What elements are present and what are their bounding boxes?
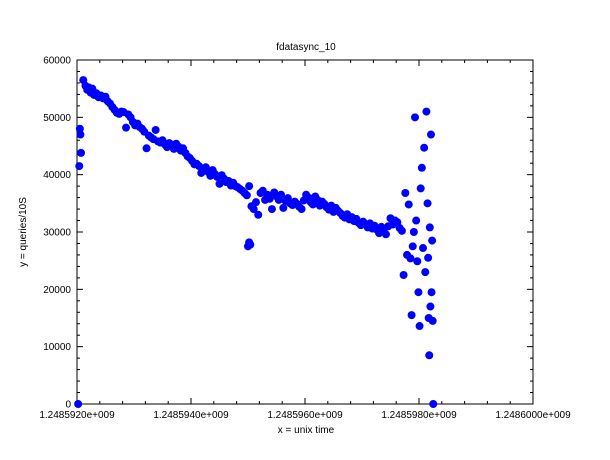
data-point: [426, 302, 435, 311]
data-point: [425, 223, 434, 232]
data-point: [245, 182, 254, 191]
data-point: [75, 162, 84, 171]
data-point: [142, 144, 151, 153]
x-axis: 1.2485920e+009 1.2485940e+009 1.2485960e+0…: [39, 60, 571, 421]
data-point: [413, 257, 422, 266]
y-tick-label: 40000: [43, 170, 71, 181]
data-point: [418, 244, 427, 253]
data-point: [401, 189, 410, 198]
data-point: [249, 205, 258, 214]
data-point: [267, 205, 276, 214]
data-point: [406, 254, 415, 263]
data-point: [428, 236, 437, 245]
data-point: [251, 198, 260, 207]
data-point: [407, 311, 416, 320]
x-tick-label: 1.2486000e+009: [495, 410, 571, 421]
data-point: [421, 268, 430, 277]
data-point: [404, 200, 413, 209]
data-point: [420, 143, 429, 152]
data-point: [428, 316, 437, 325]
data-point: [215, 179, 224, 188]
data-point: [381, 230, 390, 239]
y-tick-label: 30000: [43, 228, 71, 239]
data-point: [414, 288, 423, 297]
y-tick-label: 0: [65, 400, 71, 411]
data-point: [279, 203, 288, 212]
data-point: [425, 351, 434, 360]
data-point: [242, 191, 251, 200]
data-point: [408, 242, 417, 251]
data-point: [76, 148, 85, 157]
y-tick-label: 20000: [43, 285, 71, 296]
chart-title: fdatasync_10: [276, 42, 336, 53]
y-tick-label: 60000: [43, 56, 71, 67]
data-point: [412, 216, 421, 225]
data-point: [74, 400, 83, 408]
x-tick-label: 1.2485960e+009: [267, 410, 343, 421]
data-point: [415, 322, 424, 331]
x-tick-label: 1.2485920e+009: [39, 410, 115, 421]
x-axis-title: x = unix time: [278, 425, 335, 436]
data-point: [429, 400, 438, 408]
data-point: [423, 199, 432, 208]
data-point: [417, 163, 426, 172]
data-point: [427, 288, 436, 297]
data-point: [265, 194, 274, 203]
data-point: [246, 240, 255, 249]
y-tick-label: 10000: [43, 342, 71, 353]
data-point: [416, 184, 425, 193]
data-point: [397, 226, 406, 235]
data-point: [409, 228, 418, 236]
data-point: [277, 190, 286, 199]
data-point: [297, 205, 306, 214]
data-point: [76, 130, 85, 139]
x-tick-label: 1.2485940e+009: [153, 410, 229, 421]
y-axis-title: y = queries/10S: [18, 197, 29, 267]
data-point: [426, 130, 435, 139]
y-axis: 0 10000 20000 30000 40000 50000 60000: [43, 56, 533, 411]
data-point: [424, 253, 433, 262]
data-points: [74, 76, 438, 408]
data-point: [254, 210, 263, 219]
data-point: [399, 271, 408, 279]
y-tick-label: 50000: [43, 113, 71, 124]
data-point: [411, 113, 420, 122]
data-point: [151, 125, 160, 134]
data-point: [422, 107, 431, 116]
x-tick-label: 1.2485980e+009: [381, 410, 457, 421]
data-point: [122, 123, 131, 132]
